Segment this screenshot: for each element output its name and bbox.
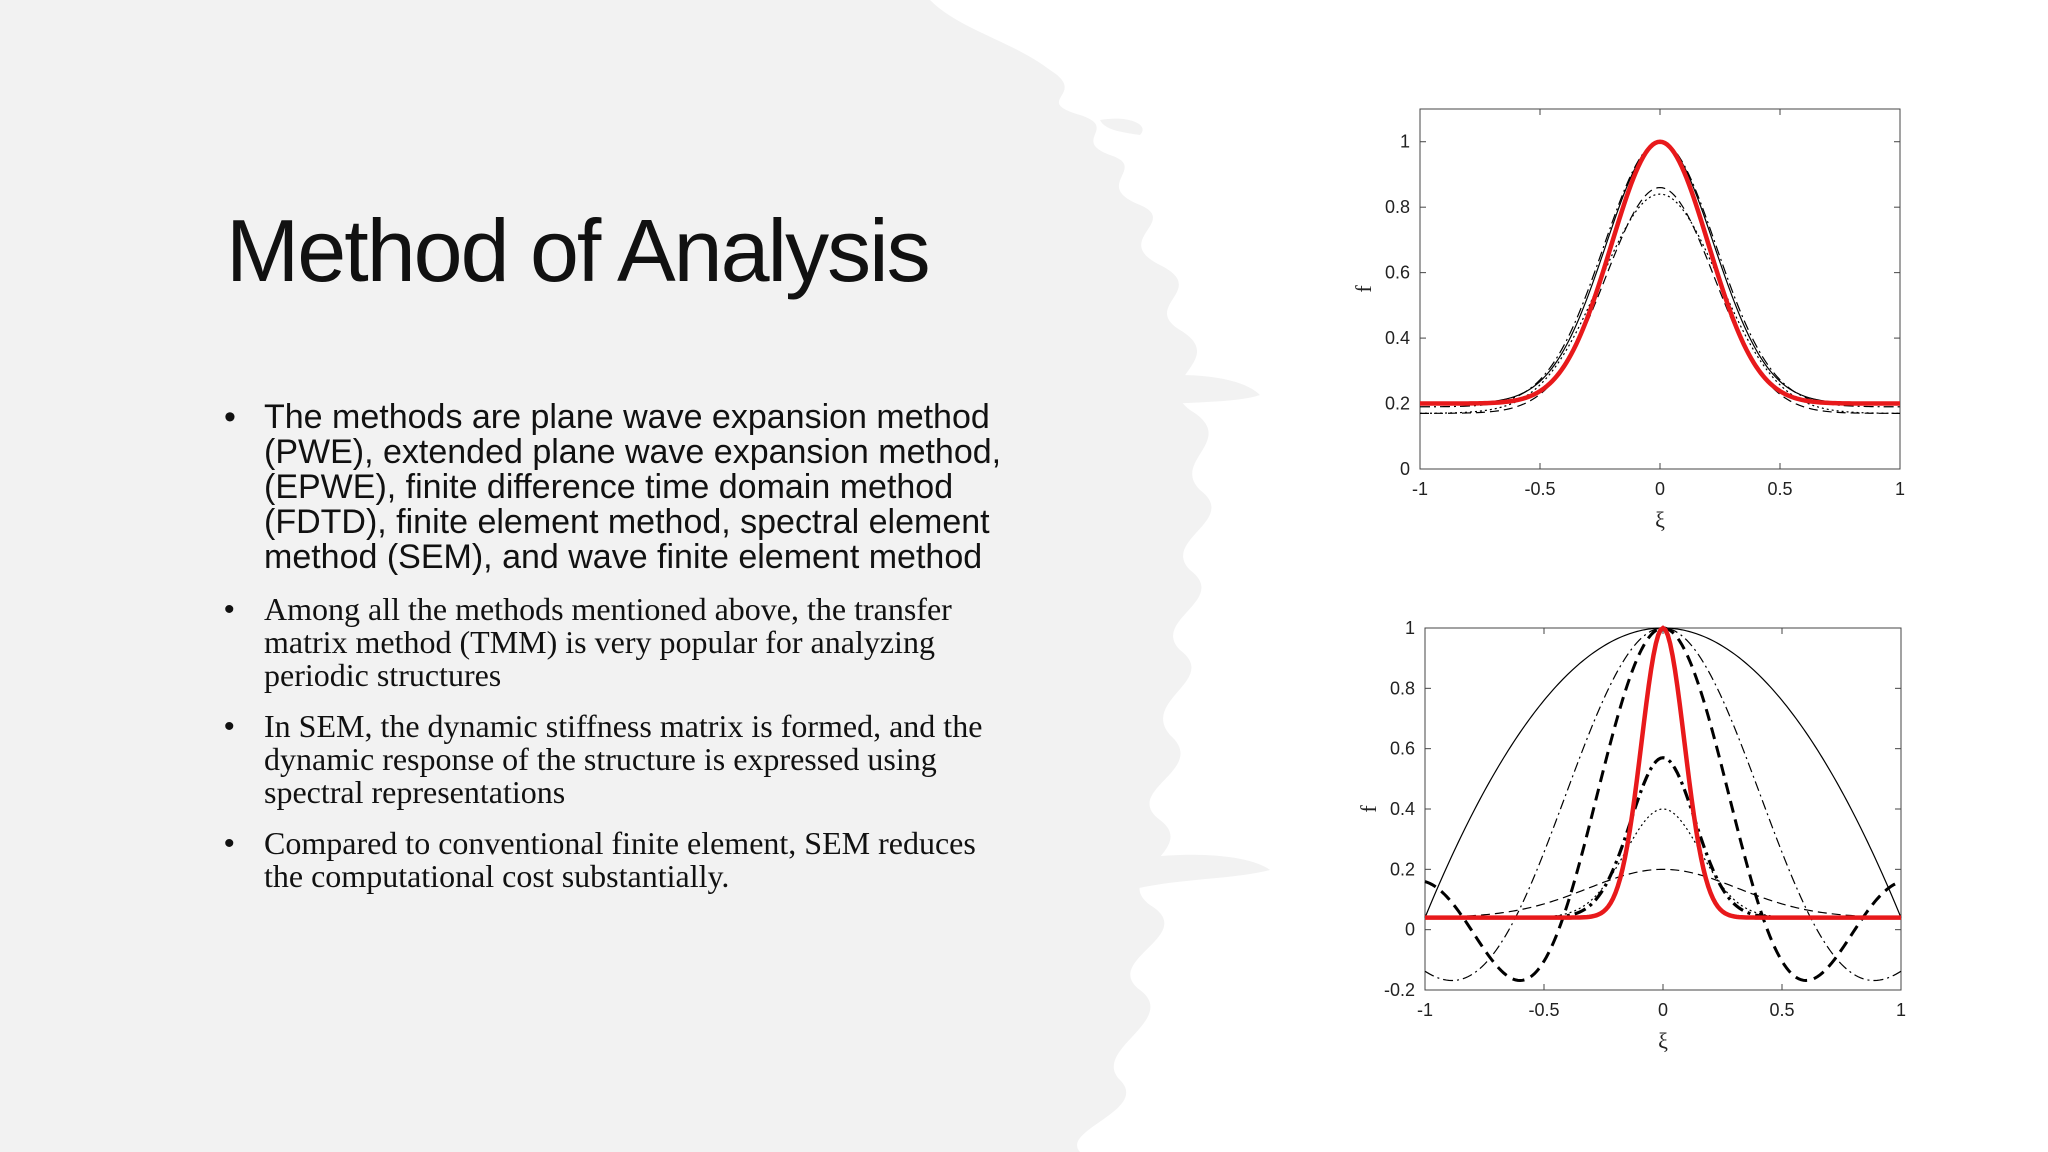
bullet-symbol: • — [224, 398, 236, 436]
x-tick-label: -1 — [1412, 479, 1428, 499]
bullet-text: Compared to conventional finite element,… — [264, 825, 976, 894]
bullet-symbol: • — [224, 710, 235, 743]
plot-frame — [1424, 627, 1902, 991]
bullet-item: • In SEM, the dynamic stiffness matrix i… — [222, 710, 1022, 809]
y-tick-label: 1 — [1405, 618, 1415, 638]
x-axis-label: ξ — [1655, 507, 1665, 532]
y-tick-label: 0 — [1405, 920, 1415, 940]
y-tick-label: 0 — [1400, 459, 1410, 479]
slide-title: Method of Analysis — [226, 201, 931, 300]
y-tick-label: -0.2 — [1384, 980, 1415, 1000]
x-axis-label: ξ — [1658, 1028, 1668, 1053]
x-tick-label: -1 — [1417, 1000, 1433, 1020]
y-tick-label: 0.6 — [1385, 263, 1410, 283]
x-tick-label: -0.5 — [1524, 479, 1555, 499]
x-tick-label: 1 — [1895, 479, 1905, 499]
y-tick-label: 0.2 — [1390, 859, 1415, 879]
x-tick-label: 0.5 — [1767, 479, 1792, 499]
bullet-item: • The methods are plane wave expansion m… — [222, 400, 1022, 575]
bullet-symbol: • — [224, 593, 235, 626]
y-tick-label: 0.8 — [1385, 197, 1410, 217]
bullet-text: In SEM, the dynamic stiffness matrix is … — [264, 708, 983, 810]
series-line — [1420, 139, 1900, 406]
bullet-item: • Among all the methods mentioned above,… — [222, 593, 1022, 692]
y-axis-label: f — [1351, 285, 1376, 293]
bullet-item: • Compared to conventional finite elemen… — [222, 827, 1022, 893]
series-line — [1424, 626, 1902, 983]
chart-top: -1 -0.5 0 0.5 1 0 0.2 0.4 0.6 0.8 1 ξ f — [1351, 108, 1905, 532]
series-line — [1420, 186, 1900, 414]
plot-frame — [1419, 108, 1901, 470]
series-line — [1424, 868, 1902, 918]
y-tick-label: 0.4 — [1385, 328, 1410, 348]
series-line — [1425, 625, 1901, 920]
y-tick-label: 0.2 — [1385, 394, 1410, 414]
y-axis-label: f — [1356, 805, 1381, 813]
x-tick-label: 0 — [1658, 1000, 1668, 1020]
x-tick-label: 0.5 — [1769, 1000, 1794, 1020]
x-tick-label: 1 — [1896, 1000, 1906, 1020]
bullet-list: • The methods are plane wave expansion m… — [222, 400, 1022, 911]
y-tick-label: 0.6 — [1390, 739, 1415, 759]
bullet-symbol: • — [224, 827, 235, 860]
x-tick-label: -0.5 — [1528, 1000, 1559, 1020]
y-tick-label: 0.4 — [1390, 799, 1415, 819]
y-tick-label: 0.8 — [1390, 678, 1415, 698]
chart-bottom: -1 -0.5 0 0.5 1 -0.2 0 0.2 0.4 0.6 0.8 1 ξ f — [1356, 618, 1906, 1053]
series-line — [1419, 193, 1901, 414]
y-tick-label: 1 — [1400, 132, 1410, 152]
x-tick-label: 0 — [1655, 479, 1665, 499]
bullet-text: Among all the methods mentioned above, t… — [264, 591, 952, 693]
bullet-text: The methods are plane wave expansion met… — [264, 398, 1002, 576]
